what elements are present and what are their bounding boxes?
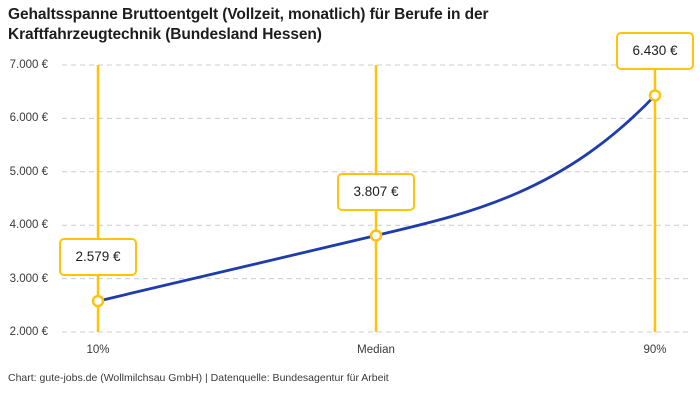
y-axis-tick-label: 4.000 € bbox=[9, 219, 48, 232]
data-point-label: 3.807 € bbox=[337, 172, 415, 211]
y-axis-tick-label: 2.000 € bbox=[9, 326, 48, 338]
chart-title: Gehaltsspanne Bruttoentgelt (Vollzeit, m… bbox=[8, 6, 489, 44]
y-axis-tick-label: 5.000 € bbox=[9, 165, 48, 178]
chart-attribution: Chart: gute-jobs.de (Wollmilchsau GmbH) … bbox=[8, 372, 389, 384]
y-axis-tick-label: 7.000 € bbox=[9, 59, 48, 71]
y-axis-tick-label: 3.000 € bbox=[9, 272, 48, 285]
data-point-label: 6.430 € bbox=[616, 32, 694, 71]
data-point-label: 2.579 € bbox=[59, 238, 137, 277]
data-point-marker bbox=[369, 229, 383, 242]
data-point-marker bbox=[648, 89, 662, 102]
x-axis-tick-label: 90% bbox=[643, 344, 667, 356]
x-axis-tick-label: Median bbox=[357, 344, 395, 356]
y-axis-tick-label: 6.000 € bbox=[9, 112, 48, 125]
data-point-marker bbox=[91, 294, 105, 308]
x-axis-tick-label: 10% bbox=[86, 344, 110, 356]
